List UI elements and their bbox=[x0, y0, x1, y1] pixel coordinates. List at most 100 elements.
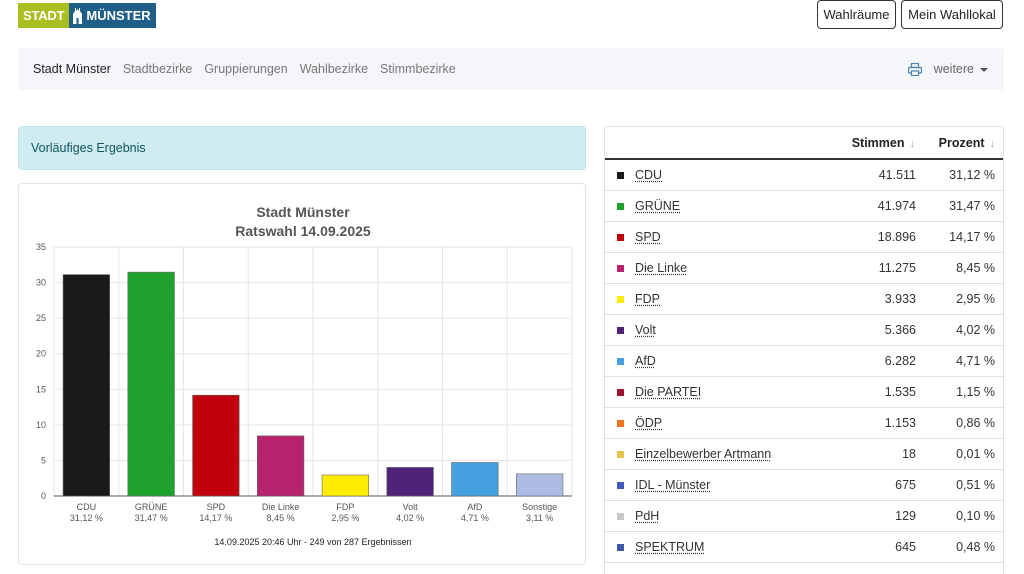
cathedral-icon bbox=[73, 8, 83, 24]
party-color-swatch bbox=[616, 233, 624, 241]
party-color-swatch-cell bbox=[605, 190, 635, 221]
table-row: FDP 3.933 2,95 % bbox=[605, 283, 1003, 314]
party-name-link[interactable]: Einzelbewerber Artmann bbox=[635, 446, 772, 461]
percent-cell: 31,47 % bbox=[949, 198, 995, 213]
party-name-cell: Einzelbewerber Artmann bbox=[635, 438, 833, 469]
party-name-link[interactable]: FDP bbox=[635, 291, 660, 306]
party-name-link[interactable]: IDL - Münster bbox=[635, 477, 711, 492]
table-row: AfD 6.282 4,71 % bbox=[605, 345, 1003, 376]
party-name-link[interactable]: SPEKTRUM bbox=[635, 539, 705, 554]
party-name-link[interactable]: ÖDP bbox=[635, 415, 663, 430]
y-tick-label: 20 bbox=[36, 349, 46, 359]
y-tick-label: 30 bbox=[36, 278, 46, 288]
party-color-swatch-cell bbox=[605, 221, 635, 252]
results-table-card: Stimmen ↓ Prozent ↓ CDU 41.511 31,12 % GRÜNE 4… bbox=[604, 126, 1004, 574]
party-name-link[interactable]: AfD bbox=[635, 353, 656, 368]
table-row: Die PARTEI 1.535 1,15 % bbox=[605, 376, 1003, 407]
votes-cell: 5.366 bbox=[884, 322, 916, 337]
party-name-cell: CDU bbox=[635, 159, 833, 190]
party-name-link[interactable]: CDU bbox=[635, 167, 663, 182]
logo-text-muenster: MÜNSTER bbox=[86, 8, 151, 23]
party-color-swatch bbox=[616, 512, 624, 520]
nav-item-stadtbezirke[interactable]: Stadtbezirke bbox=[122, 62, 193, 76]
party-color-swatch-cell bbox=[605, 314, 635, 345]
x-category-label: SPD bbox=[207, 502, 226, 512]
votes-cell: 41.511 bbox=[878, 167, 916, 182]
party-color-swatch-cell bbox=[605, 159, 635, 190]
x-value-label: 31,12 % bbox=[70, 513, 103, 523]
party-name-link[interactable]: PdH bbox=[635, 508, 660, 523]
x-category-label: Sonstige bbox=[522, 502, 557, 512]
party-name-link[interactable]: Die PARTEI bbox=[635, 384, 702, 399]
more-dropdown-label: weitere bbox=[933, 62, 974, 76]
party-name-cell: GRÜNE bbox=[635, 190, 833, 221]
table-row: Volt 5.366 4,02 % bbox=[605, 314, 1003, 345]
y-tick-label: 35 bbox=[36, 242, 46, 252]
party-color-swatch-cell bbox=[605, 252, 635, 283]
table-row: Die Linke 11.275 8,45 % bbox=[605, 252, 1003, 283]
x-value-label: 4,71 % bbox=[461, 513, 489, 523]
party-color-swatch bbox=[616, 450, 624, 458]
party-color-swatch bbox=[616, 388, 624, 396]
party-color-swatch-cell bbox=[605, 345, 635, 376]
percent-cell: 0,01 % bbox=[956, 446, 995, 461]
table-row: IDL - Münster 675 0,51 % bbox=[605, 469, 1003, 500]
votes-cell: 18.896 bbox=[877, 229, 916, 244]
x-category-label: AfD bbox=[467, 502, 483, 512]
nav-item-wahlbezirke[interactable]: Wahlbezirke bbox=[299, 62, 369, 76]
party-name-link[interactable]: Die Linke bbox=[635, 260, 688, 275]
party-name-link[interactable]: GRÜNE bbox=[635, 198, 681, 213]
navigation-bar: Stadt Münster Stadtbezirke Gruppierungen… bbox=[18, 48, 1004, 90]
party-name-cell: IDL - Münster bbox=[635, 469, 833, 500]
bar-die-linke bbox=[257, 435, 305, 497]
header-party bbox=[635, 127, 833, 160]
bar-grüne bbox=[127, 271, 175, 497]
mein-wahllokal-button[interactable]: Mein Wahllokal bbox=[901, 0, 1003, 29]
percent-cell: 8,45 % bbox=[956, 260, 995, 275]
party-color-swatch bbox=[616, 543, 624, 551]
header-prozent-label: Prozent bbox=[938, 135, 985, 150]
party-name-cell: SPEKTRUM bbox=[635, 531, 833, 562]
more-dropdown[interactable]: weitere bbox=[934, 62, 988, 76]
percent-cell: 0,86 % bbox=[956, 415, 995, 430]
x-value-label: 2,95 % bbox=[331, 513, 359, 523]
x-category-label: Volt bbox=[403, 502, 419, 512]
percent-cell: 0,10 % bbox=[956, 508, 995, 523]
nav-item-stimmbezirke[interactable]: Stimmbezirke bbox=[380, 62, 456, 76]
party-name-cell: Volt bbox=[635, 314, 833, 345]
nav-item-gruppierungen[interactable]: Gruppierungen bbox=[204, 62, 288, 76]
party-color-swatch-cell bbox=[605, 500, 635, 531]
votes-cell: 129 bbox=[895, 508, 916, 523]
percent-cell: 0,48 % bbox=[956, 539, 995, 554]
party-name-cell: FDP bbox=[635, 283, 833, 314]
party-color-swatch bbox=[616, 357, 624, 365]
table-row: ÖDP 1.153 0,86 % bbox=[605, 407, 1003, 438]
party-color-swatch bbox=[616, 326, 624, 334]
x-value-label: 8,45 % bbox=[267, 513, 295, 523]
wahlraeume-button[interactable]: Wahlräume bbox=[817, 0, 896, 29]
percent-cell: 31,12 % bbox=[949, 167, 995, 182]
votes-cell: 18 bbox=[902, 446, 916, 461]
bar-sonstige bbox=[516, 473, 564, 497]
percent-cell: 0,51 % bbox=[956, 477, 995, 492]
party-color-swatch bbox=[616, 264, 624, 272]
chart-subtitle: Ratswahl 14.09.2025 bbox=[235, 223, 371, 239]
x-value-label: 3,11 % bbox=[526, 513, 553, 523]
table-row: SPEKTRUM 645 0,48 % bbox=[605, 531, 1003, 562]
print-icon[interactable] bbox=[907, 62, 922, 76]
party-name-link[interactable]: Volt bbox=[635, 322, 656, 337]
header-stimmen-label: Stimmen bbox=[851, 135, 905, 150]
party-color-swatch-cell bbox=[605, 438, 635, 469]
percent-cell: 4,71 % bbox=[956, 353, 995, 368]
header-stimmen[interactable]: Stimmen ↓ bbox=[833, 127, 923, 160]
percent-cell: 2,95 % bbox=[956, 291, 995, 306]
header-prozent[interactable]: Prozent ↓ bbox=[923, 127, 1003, 160]
stadt-muenster-logo[interactable]: STADT MÜNSTER bbox=[18, 3, 156, 28]
table-row: GRÜNE 41.974 31,47 % bbox=[605, 190, 1003, 221]
nav-item-stadt-muenster[interactable]: Stadt Münster bbox=[33, 62, 111, 76]
party-name-link[interactable]: SPD bbox=[635, 229, 661, 244]
votes-cell: 6.282 bbox=[884, 353, 916, 368]
party-color-swatch-cell bbox=[605, 283, 635, 314]
party-name-cell: SPD bbox=[635, 221, 833, 252]
party-color-swatch bbox=[616, 481, 624, 489]
